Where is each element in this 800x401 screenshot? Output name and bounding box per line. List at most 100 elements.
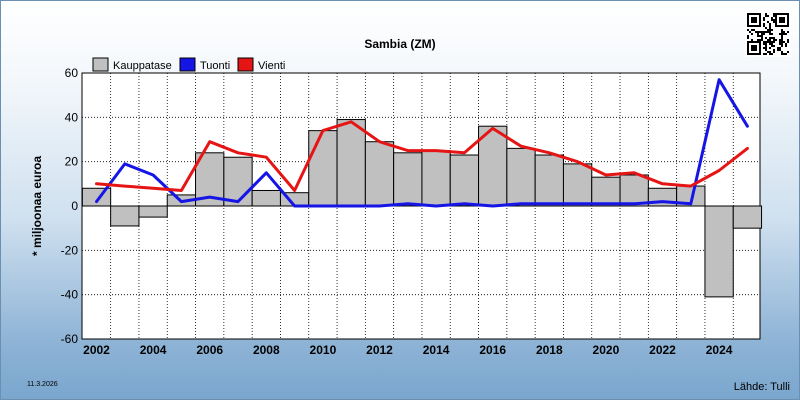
qr-module [769, 33, 771, 35]
qr-module [779, 49, 781, 51]
bar-kauppatase [449, 154, 480, 207]
x-tick-label: 2024 [706, 343, 733, 357]
qr-module [757, 35, 759, 37]
y-axis-label: * miljoonaa euroa [30, 156, 44, 256]
qr-module [757, 31, 759, 33]
qr-finder-core [751, 45, 757, 51]
qr-module [783, 53, 785, 55]
qr-module [781, 45, 783, 47]
qr-module [763, 41, 765, 43]
qr-module [761, 31, 763, 33]
qr-module [749, 31, 751, 33]
qr-module [787, 41, 789, 43]
y-tick-label: -20 [61, 243, 79, 257]
qr-module [763, 25, 765, 27]
qr-module [785, 33, 787, 35]
qr-module [759, 31, 761, 33]
qr-finder-core [779, 17, 785, 23]
qr-module [773, 21, 775, 23]
y-tick-label: -60 [61, 332, 79, 346]
qr-module [781, 39, 783, 41]
qr-module [769, 25, 771, 27]
qr-module [779, 47, 781, 49]
qr-module [765, 53, 767, 55]
qr-module [773, 39, 775, 41]
legend-label-kauppatase: Kauppatase [113, 60, 172, 72]
qr-module [751, 29, 753, 31]
qr-module [779, 41, 781, 43]
qr-module [767, 51, 769, 53]
qr-module [769, 29, 771, 31]
qr-module [771, 17, 773, 19]
y-tick-label: 60 [65, 66, 79, 80]
qr-module [769, 39, 771, 41]
qr-module [781, 51, 783, 53]
x-tick-label: 2022 [649, 343, 676, 357]
legend-swatch-kauppatase [92, 57, 109, 72]
date-stamp: 11.3.2026 [27, 381, 58, 388]
source-label: Lähde: Tulli [734, 381, 790, 393]
x-tick-label: 2016 [479, 343, 506, 357]
qr-module [751, 33, 753, 35]
qr-module [769, 41, 771, 43]
legend-label-vienti: Vienti [258, 60, 285, 72]
qr-module [747, 35, 749, 37]
qr-module [771, 37, 773, 39]
qr-module [759, 39, 761, 41]
series-line-tuonti [95, 78, 749, 208]
bar-kauppatase [364, 141, 395, 207]
qr-module [771, 29, 773, 31]
qr-module [769, 23, 771, 25]
y-tick-label: 20 [65, 155, 79, 169]
qr-module [779, 39, 781, 41]
qr-module [781, 35, 783, 37]
x-axis-ticks: 2002 2004 2006 2008 2010 2012 2014 2016 2018 2020… [83, 343, 733, 357]
qr-module [773, 15, 775, 17]
qr-module [765, 45, 767, 47]
qr-module [747, 37, 749, 39]
qr-module [779, 43, 781, 45]
qr-module [765, 15, 767, 17]
qr-module [761, 37, 763, 39]
qr-module [777, 49, 779, 51]
qr-module [773, 13, 775, 15]
qr-module [751, 39, 753, 41]
qr-module [763, 43, 765, 45]
qr-module [767, 21, 769, 23]
bar-kauppatase [223, 156, 253, 207]
bar-kauppatase [732, 205, 763, 229]
qr-module [781, 41, 783, 43]
qr-module [771, 41, 773, 43]
qr-module [769, 37, 771, 39]
bar-kauppatase [336, 119, 366, 207]
x-tick-label: 2004 [140, 343, 167, 357]
y-tick-label: 40 [65, 110, 79, 124]
y-tick-label: -40 [61, 288, 79, 302]
qr-module [759, 35, 761, 37]
qr-module [769, 53, 771, 55]
qr-module [767, 31, 769, 33]
qr-module [767, 15, 769, 17]
qr-module [765, 13, 767, 15]
bar-kauppatase [591, 176, 621, 207]
y-axis-ticks: -60 -40 -20 0 20 40 60 [61, 66, 79, 346]
bar-kauppatase [506, 147, 536, 207]
legend-swatch-tuonti [179, 57, 196, 72]
bar-kauppatase [138, 205, 168, 218]
qr-module [765, 49, 767, 51]
x-tick-label: 2012 [366, 343, 393, 357]
qr-module [771, 43, 773, 45]
qr-module [753, 29, 755, 31]
series-lines [95, 78, 749, 208]
qr-module [767, 41, 769, 43]
qr-module [761, 39, 763, 41]
bar-kauppatase [421, 150, 451, 207]
qr-module [765, 27, 767, 29]
qr-module [765, 41, 767, 43]
qr-module [755, 31, 757, 33]
qr-module [771, 45, 773, 47]
x-tick-label: 2006 [196, 343, 223, 357]
legend-swatch-vienti [237, 57, 254, 72]
